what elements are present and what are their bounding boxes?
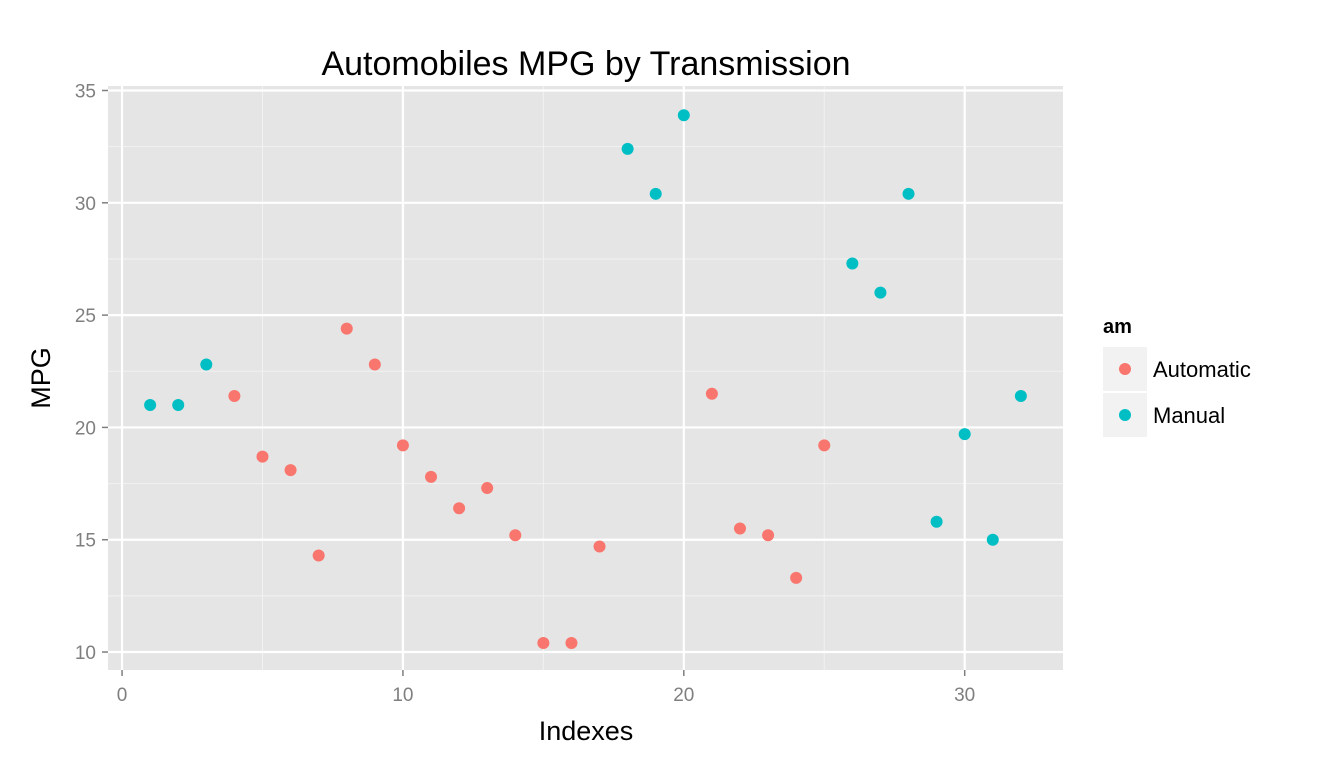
legend-title: am bbox=[1103, 316, 1132, 338]
x-tick-label: 20 bbox=[673, 685, 694, 706]
data-point-manual bbox=[649, 187, 662, 200]
y-tick-label: 25 bbox=[75, 306, 96, 327]
grid-minor bbox=[108, 86, 1063, 670]
data-point-manual bbox=[677, 109, 690, 122]
data-point-automatic bbox=[340, 322, 353, 335]
legend: am Automatic Manual bbox=[1103, 316, 1251, 437]
data-point-automatic bbox=[453, 502, 466, 515]
data-point-automatic bbox=[565, 637, 578, 650]
data-point-automatic bbox=[705, 387, 718, 400]
data-point-manual bbox=[200, 358, 213, 371]
legend-label-automatic: Automatic bbox=[1153, 357, 1251, 382]
data-point-manual bbox=[930, 515, 943, 528]
y-tick-label: 20 bbox=[75, 418, 96, 439]
y-axis-title: MPG bbox=[26, 347, 56, 409]
data-point-manual bbox=[874, 286, 887, 299]
data-point-automatic bbox=[228, 389, 241, 402]
data-point-manual bbox=[172, 398, 185, 411]
data-point-automatic bbox=[509, 529, 522, 542]
data-point-manual bbox=[958, 428, 971, 441]
y-tick-label: 15 bbox=[75, 531, 96, 552]
legend-marker-automatic bbox=[1119, 363, 1131, 375]
y-axis: 10 15 20 25 30 35 bbox=[75, 81, 108, 664]
chart-title: Automobiles MPG by Transmission bbox=[321, 45, 850, 83]
data-point-automatic bbox=[481, 482, 494, 495]
data-point-automatic bbox=[762, 529, 775, 542]
y-tick-label: 30 bbox=[75, 194, 96, 215]
legend-marker-manual bbox=[1119, 409, 1131, 421]
data-point-automatic bbox=[425, 470, 438, 483]
legend-label-manual: Manual bbox=[1153, 403, 1225, 428]
y-tick-label: 35 bbox=[75, 81, 96, 102]
data-points bbox=[144, 109, 1027, 650]
x-tick-label: 30 bbox=[954, 685, 975, 706]
data-point-automatic bbox=[256, 450, 269, 463]
data-point-manual bbox=[846, 257, 859, 270]
data-point-manual bbox=[144, 398, 157, 411]
data-point-manual bbox=[621, 142, 634, 155]
data-point-manual bbox=[986, 533, 999, 546]
data-point-automatic bbox=[284, 464, 297, 477]
x-axis-title: Indexes bbox=[539, 716, 634, 746]
data-point-automatic bbox=[368, 358, 381, 371]
data-point-automatic bbox=[396, 439, 409, 452]
x-axis: 0 10 20 30 bbox=[117, 670, 975, 706]
plot-panel bbox=[108, 86, 1063, 670]
grid-major bbox=[108, 86, 1063, 670]
y-tick-label: 10 bbox=[75, 643, 96, 664]
data-point-manual bbox=[1014, 389, 1027, 402]
data-point-automatic bbox=[790, 571, 803, 584]
data-point-automatic bbox=[818, 439, 831, 452]
data-point-automatic bbox=[733, 522, 746, 535]
x-tick-label: 0 bbox=[117, 685, 128, 706]
x-tick-label: 10 bbox=[392, 685, 413, 706]
data-point-manual bbox=[902, 187, 915, 200]
data-point-automatic bbox=[312, 549, 325, 562]
data-point-automatic bbox=[537, 637, 550, 650]
data-point-automatic bbox=[593, 540, 606, 553]
